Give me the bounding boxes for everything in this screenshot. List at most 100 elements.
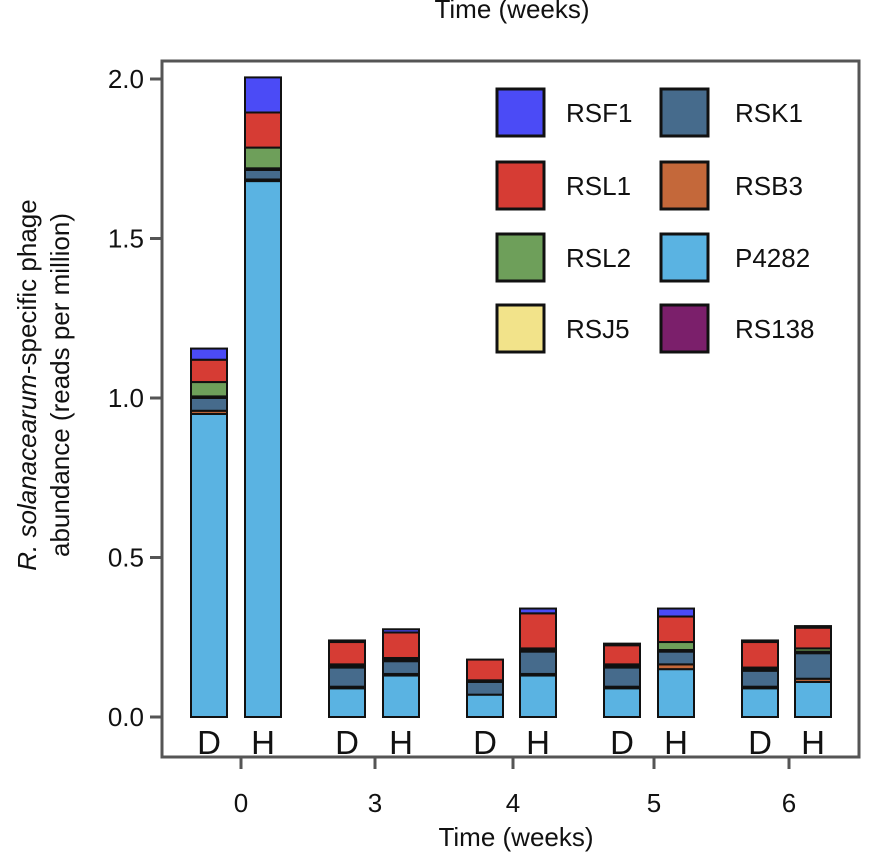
bar-type-label: H xyxy=(664,724,688,761)
bar-segment-rsl1 xyxy=(794,626,832,650)
bar-H-week-3 xyxy=(382,628,420,719)
x-axis: 0 3 4 5 6 xyxy=(234,757,796,818)
legend-label: RS138 xyxy=(735,314,815,344)
bar-segment-rsf1 xyxy=(741,639,779,644)
bar-segment-rsl1 xyxy=(328,641,366,666)
y-axis-title-line2: abundance (reads per million) xyxy=(45,213,75,557)
bar-D-week-3 xyxy=(328,639,366,718)
legend-item-rsj5: RSJ5 xyxy=(495,303,630,354)
bar-segment-p4282 xyxy=(382,674,420,719)
bar-type-label: D xyxy=(335,724,359,761)
legend-swatch xyxy=(495,87,546,138)
bar-segment-rsl1 xyxy=(741,641,779,669)
legend-label: RSK1 xyxy=(735,98,803,128)
bar-H-week-4 xyxy=(519,607,557,719)
bar-segment-rsk1 xyxy=(519,650,557,675)
bar-segment-rsl2 xyxy=(657,641,695,652)
legend-item-rsb3: RSB3 xyxy=(659,160,803,211)
x-tick-label: 3 xyxy=(368,788,382,818)
bar-segment-rsf1 xyxy=(794,625,832,629)
bar-segment-rsk1 xyxy=(466,680,504,696)
bar-segment-rsk1 xyxy=(741,669,779,688)
bar-type-label: D xyxy=(748,724,772,761)
y-axis-title: R. solanacearum-specific phage abundance… xyxy=(12,199,75,570)
bar-D-week-6 xyxy=(741,639,779,718)
legend-item-rsl2: RSL2 xyxy=(495,232,631,283)
bar-segment-rsk1 xyxy=(190,397,228,412)
bar-segment-rsl2 xyxy=(244,146,282,170)
bar-D-week-0 xyxy=(190,347,228,718)
legend-swatch xyxy=(495,303,546,354)
bar-segment-p4282 xyxy=(657,668,695,719)
bar-type-label: H xyxy=(526,724,550,761)
bar-segment-p4282 xyxy=(244,180,282,718)
bar-H-week-6 xyxy=(794,625,832,718)
x-tick-label: 4 xyxy=(506,788,520,818)
legend: RSF1 RSL1 RSL2 RSJ5 RSK1 RSB3 P4282 RS138 xyxy=(495,87,815,354)
bar-segment-rsf1 xyxy=(328,639,366,644)
legend-swatch xyxy=(659,87,710,138)
bar-segment-rsf1 xyxy=(244,76,282,114)
x-tick-label: 0 xyxy=(234,788,248,818)
legend-swatch xyxy=(659,303,710,354)
bar-segment-p4282 xyxy=(603,687,641,718)
bar-type-label: D xyxy=(610,724,634,761)
svg-text:R. solanacearum-specific phage: R. solanacearum-specific phage xyxy=(12,199,42,570)
legend-label: RSL2 xyxy=(566,243,631,273)
bar-segment-p4282 xyxy=(519,674,557,719)
bar-type-label: H xyxy=(251,724,275,761)
bar-segment-p4282 xyxy=(741,687,779,718)
legend-item-rsl1: RSL1 xyxy=(495,160,631,211)
bar-H-week-5 xyxy=(657,607,695,719)
bar-H-week-0 xyxy=(244,76,282,718)
legend-swatch xyxy=(659,232,710,283)
bar-segment-rsf1 xyxy=(190,347,228,361)
x-tick-label: 6 xyxy=(782,788,796,818)
y-axis-title-rest: -specific phage xyxy=(12,199,42,374)
y-axis-title-italic: R. solanacearum xyxy=(12,374,42,571)
bar-segment-rsk1 xyxy=(328,666,366,688)
bar-segment-rsl1 xyxy=(603,644,641,666)
bar-segment-rsl1 xyxy=(190,358,228,384)
bar-segment-rsl2 xyxy=(190,381,228,398)
y-axis: 0.0 0.5 1.0 1.5 2.0 xyxy=(108,64,162,732)
bar-type-label: H xyxy=(801,724,825,761)
legend-label: P4282 xyxy=(735,243,810,273)
bar-type-label: D xyxy=(197,724,221,761)
legend-item-rsk1: RSK1 xyxy=(659,87,803,138)
bar-type-label: H xyxy=(389,724,413,761)
bar-segment-rsf1 xyxy=(603,642,641,647)
legend-swatch xyxy=(659,160,710,211)
x-axis-title: Time (weeks) xyxy=(438,822,593,852)
plot-frame xyxy=(160,59,861,759)
bar-segment-p4282 xyxy=(190,412,228,718)
legend-item-p4282: P4282 xyxy=(659,232,810,283)
bar-D-week-5 xyxy=(603,642,641,718)
bar-segment-rsk1 xyxy=(794,652,832,680)
bar-segment-rsf1 xyxy=(382,628,420,634)
bar-segment-rsk1 xyxy=(657,650,695,666)
bar-segment-p4282 xyxy=(466,693,504,718)
legend-label: RSF1 xyxy=(566,98,632,128)
legend-label: RSB3 xyxy=(735,171,803,201)
y-tick-label: 2.0 xyxy=(108,64,144,94)
top-axis-title: Time (weeks) xyxy=(434,0,589,24)
bar-segment-p4282 xyxy=(794,680,832,718)
bar-D-week-4 xyxy=(466,658,504,718)
legend-label: RSL1 xyxy=(566,171,631,201)
legend-swatch xyxy=(495,160,546,211)
y-tick-label: 0.5 xyxy=(108,543,144,573)
legend-item-rsf1: RSF1 xyxy=(495,87,632,138)
y-tick-label: 1.5 xyxy=(108,224,144,254)
bar-segment-rsf1 xyxy=(519,607,557,615)
legend-label: RSJ5 xyxy=(566,314,630,344)
bar-segment-rsl1 xyxy=(519,612,557,650)
bar-segment-rsl1 xyxy=(382,631,420,659)
bar-type-label: D xyxy=(473,724,497,761)
legend-item-rs138: RS138 xyxy=(659,303,815,354)
bars-layer xyxy=(190,76,832,719)
bar-segment-rsl1 xyxy=(657,615,695,644)
bar-segment-rsl1 xyxy=(466,658,504,682)
